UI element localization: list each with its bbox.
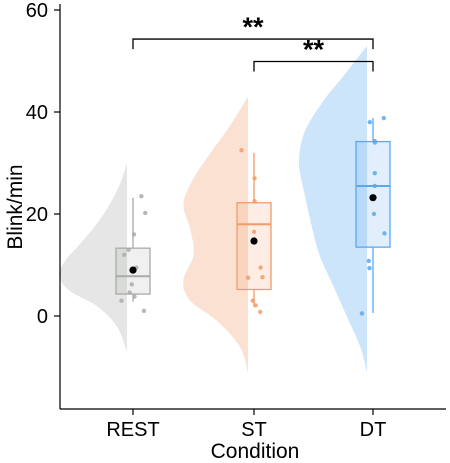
- data-point: [258, 265, 263, 270]
- data-point: [382, 231, 387, 236]
- data-point: [252, 199, 257, 204]
- data-point: [122, 252, 127, 257]
- data-point: [132, 294, 137, 299]
- plot-area: ** **: [58, 12, 391, 374]
- x-axis-title: Condition: [211, 440, 300, 463]
- data-point: [258, 309, 263, 315]
- data-point: [139, 193, 144, 199]
- data-point: [245, 275, 251, 280]
- data-point: [372, 138, 377, 144]
- y-tick-label: 60: [26, 0, 48, 22]
- labels: Condition Blink/min: [4, 164, 299, 463]
- data-point: [129, 282, 134, 287]
- x-tick-label: DT: [360, 419, 387, 441]
- significance-label: **: [303, 35, 325, 65]
- data-point: [143, 210, 148, 216]
- data-point: [367, 265, 372, 271]
- data-point: [372, 171, 377, 176]
- density-cloud: [58, 161, 128, 354]
- density-cloud: [299, 43, 369, 374]
- mean-point: [369, 194, 377, 202]
- data-point: [367, 120, 373, 125]
- significance-bracket: [132, 38, 374, 50]
- significance-label: **: [242, 12, 264, 42]
- data-point: [260, 275, 265, 280]
- data-point: [250, 298, 256, 303]
- box: [236, 202, 272, 291]
- data-point: [372, 183, 377, 189]
- data-point: [126, 247, 131, 252]
- x-tick-label: REST: [106, 419, 159, 441]
- data-point: [251, 229, 257, 235]
- y-tick-label: 0: [37, 306, 48, 328]
- y-tick-label: 20: [26, 204, 48, 226]
- mean-point: [250, 237, 258, 245]
- data-point: [127, 290, 132, 295]
- x-tick-label: ST: [241, 419, 267, 441]
- y-axis-title: Blink/min: [4, 164, 27, 249]
- axes: 0 20 40 60 REST ST DT: [26, 0, 446, 441]
- density-cloud: [183, 94, 250, 374]
- data-point: [381, 115, 387, 121]
- data-point: [366, 258, 371, 264]
- data-point: [119, 298, 124, 303]
- y-tick-label: 40: [26, 102, 48, 124]
- data-point: [252, 176, 257, 181]
- data-point: [371, 211, 377, 217]
- data-point: [253, 303, 258, 308]
- mean-point: [129, 266, 137, 274]
- data-point: [141, 308, 147, 314]
- data-point: [359, 311, 365, 316]
- significance-bracket: [253, 60, 374, 72]
- data-point: [131, 232, 137, 237]
- data-point: [239, 148, 244, 153]
